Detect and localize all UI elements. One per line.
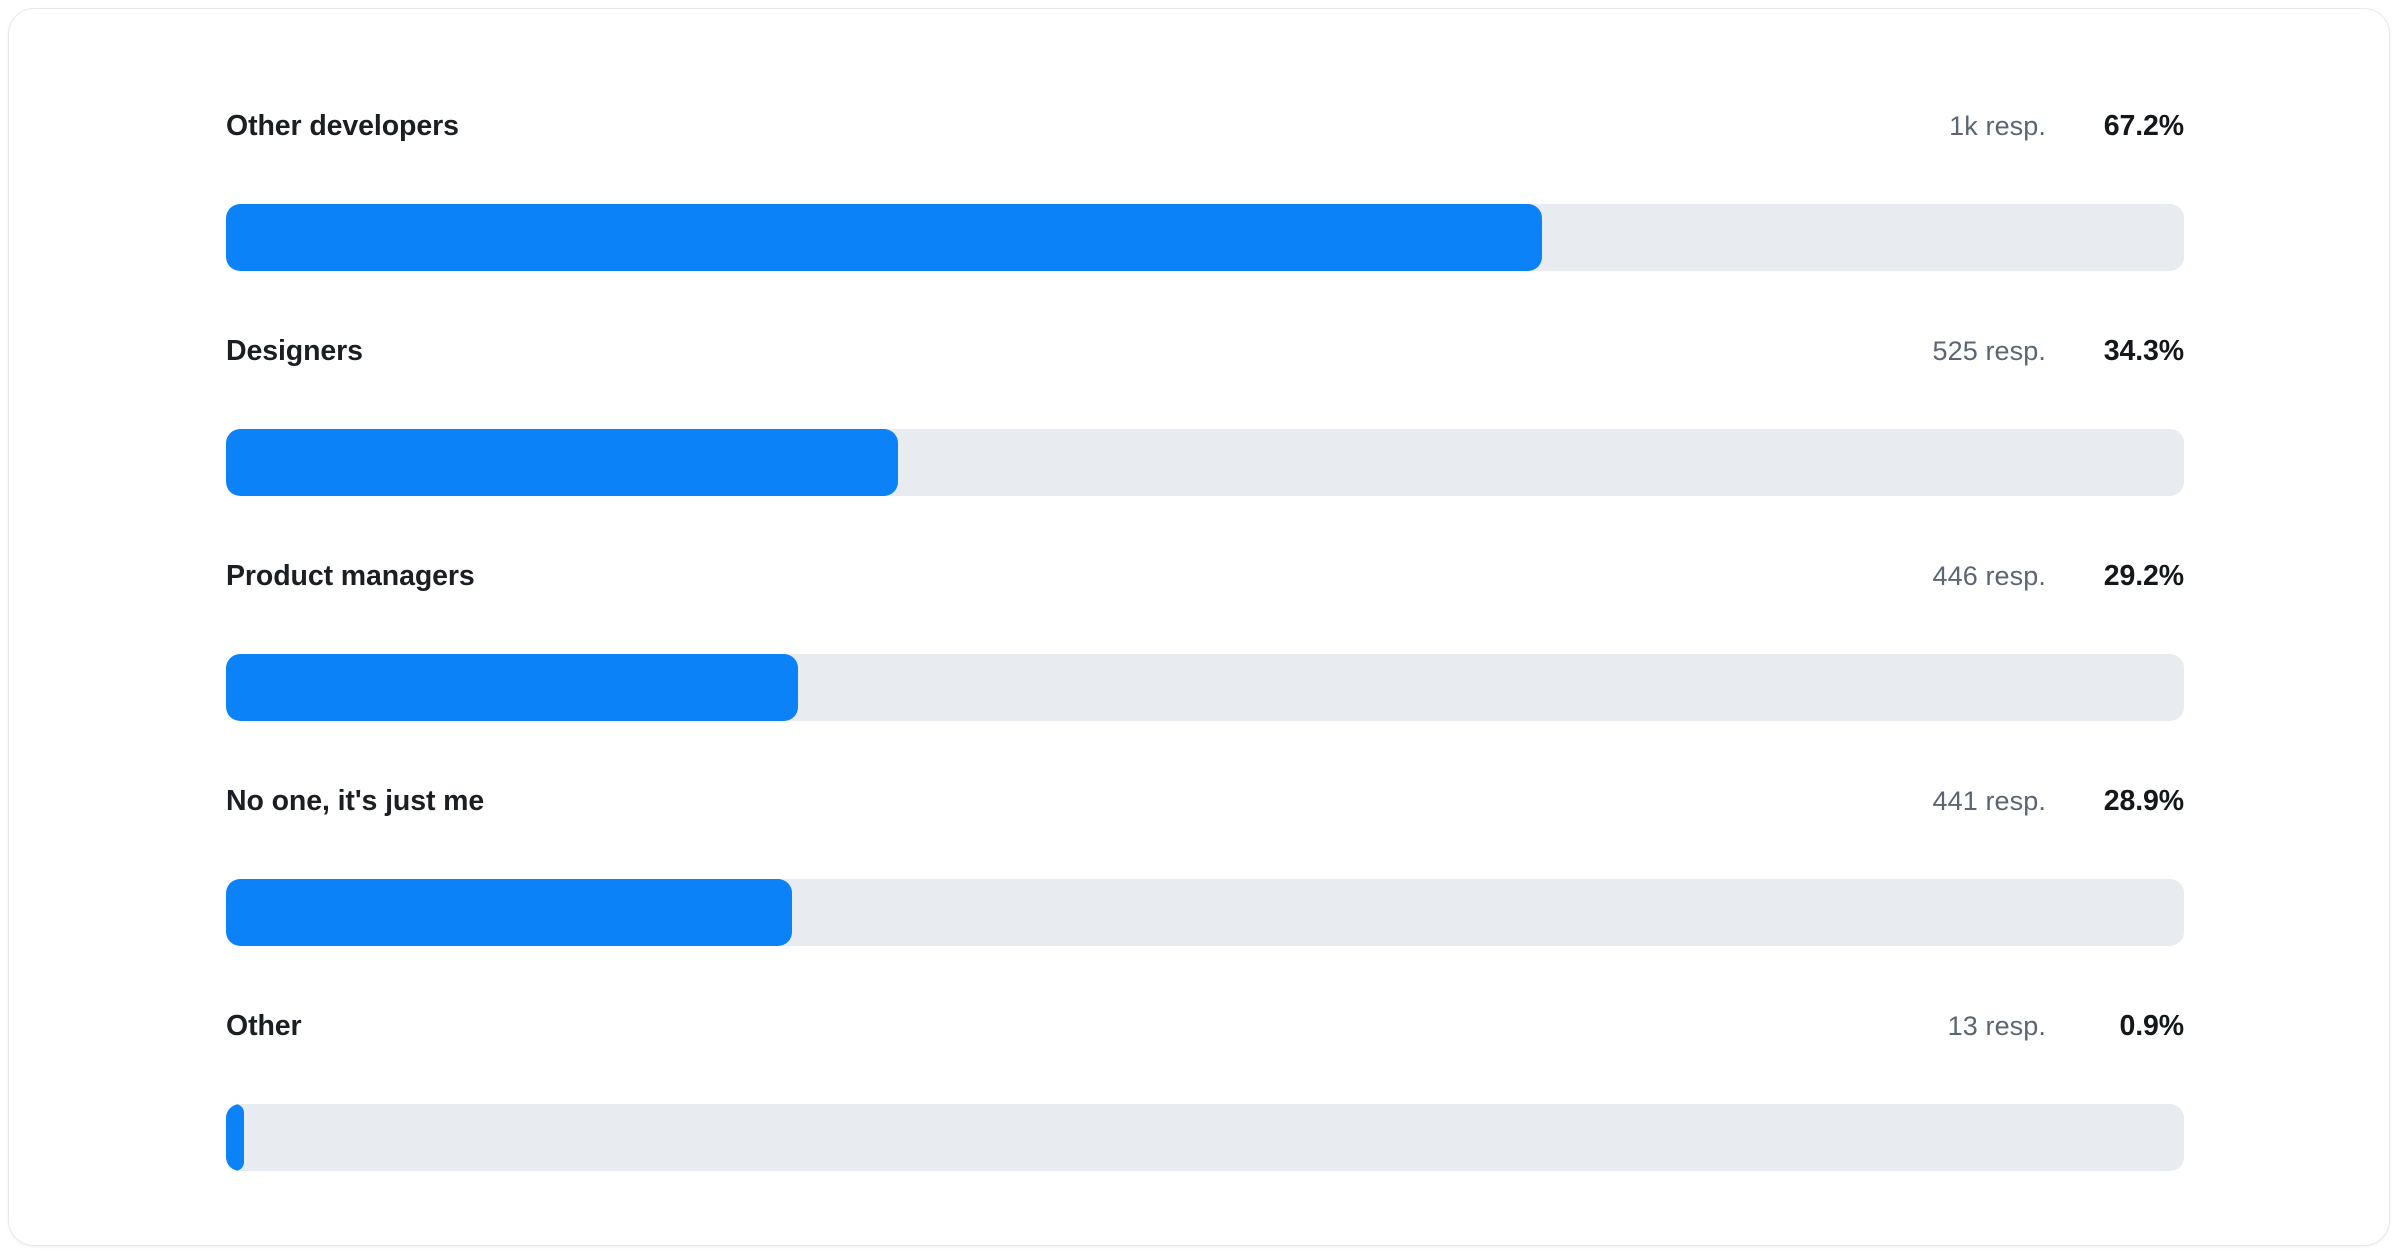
horizontal-bar-chart: Other developers 1k resp. 67.2% Designer… <box>226 93 2184 1171</box>
bar-row[interactable]: Other developers 1k resp. 67.2% <box>226 93 2184 271</box>
bar-track <box>226 654 2184 721</box>
bar-row-header: Designers 525 resp. 34.3% <box>226 318 2184 384</box>
bar-row-values: 13 resp. 0.9% <box>1948 1010 2184 1043</box>
bar-row-percent: 29.2% <box>2103 559 2184 592</box>
bar-fill <box>226 204 1542 271</box>
bar-track <box>226 204 2184 271</box>
bar-row-label: Other <box>226 1009 302 1042</box>
bar-row-values: 446 resp. 29.2% <box>1932 559 2185 593</box>
bar-row-count: 446 resp. <box>1932 560 2046 591</box>
bar-row-percent: 34.3% <box>2103 334 2184 367</box>
bar-row[interactable]: Product managers 446 resp. 29.2% <box>226 543 2184 721</box>
bar-row-percent: 67.2% <box>2103 109 2184 142</box>
bar-row-values: 1k resp. 67.2% <box>1949 110 2184 143</box>
survey-results-card: Other developers 1k resp. 67.2% Designer… <box>8 8 2390 1246</box>
bar-track <box>226 429 2184 496</box>
bar-track <box>226 1104 2184 1171</box>
bar-row-count: 13 resp. <box>1947 1010 2046 1041</box>
bar-row-header: Other 13 resp. 0.9% <box>226 993 2184 1059</box>
bar-row-label: No one, it's just me <box>226 784 485 817</box>
bar-row-label: Other developers <box>226 109 459 142</box>
bar-row-header: Product managers 446 resp. 29.2% <box>226 543 2184 609</box>
bar-fill <box>226 1104 244 1171</box>
bar-row-count: 525 resp. <box>1932 335 2046 366</box>
bar-row[interactable]: Other 13 resp. 0.9% <box>226 993 2184 1171</box>
bar-row[interactable]: No one, it's just me 441 resp. 28.9% <box>226 768 2184 946</box>
bar-row-label: Product managers <box>226 559 475 592</box>
bar-row-header: Other developers 1k resp. 67.2% <box>226 93 2184 159</box>
bar-row-values: 441 resp. 28.9% <box>1932 784 2185 818</box>
bar-row-percent: 0.9% <box>2119 1009 2184 1042</box>
bar-row[interactable]: Designers 525 resp. 34.3% <box>226 318 2184 496</box>
bar-fill <box>226 879 792 946</box>
bar-fill <box>226 654 798 721</box>
bar-row-header: No one, it's just me 441 resp. 28.9% <box>226 768 2184 834</box>
bar-row-count: 441 resp. <box>1932 785 2046 816</box>
bar-row-percent: 28.9% <box>2103 784 2184 817</box>
bar-track <box>226 879 2184 946</box>
bar-row-count: 1k resp. <box>1949 110 2046 141</box>
bar-row-values: 525 resp. 34.3% <box>1932 334 2185 368</box>
bar-fill <box>226 429 898 496</box>
bar-row-label: Designers <box>226 334 363 367</box>
